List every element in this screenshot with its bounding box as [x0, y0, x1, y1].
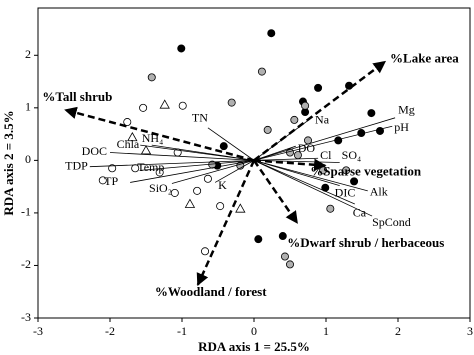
point	[108, 164, 117, 173]
x-tick-label: 3	[467, 324, 473, 338]
env-label: SpCond	[372, 215, 411, 229]
y-tick-label: -1	[21, 205, 31, 219]
vegetation-label: %Woodland / forest	[155, 284, 267, 299]
point	[127, 131, 138, 142]
env-vector	[214, 160, 255, 183]
env-label: SO₄	[342, 148, 362, 162]
env-vector	[253, 125, 393, 161]
env-vector	[253, 145, 296, 161]
env-label: DIC	[335, 185, 356, 199]
y-axis-label: RDA axis 2 = 3.5%	[1, 110, 16, 215]
point	[170, 188, 179, 197]
point	[177, 44, 186, 53]
env-label: Chla	[117, 137, 140, 151]
env-label: K	[218, 178, 227, 192]
point	[278, 232, 287, 241]
x-axis-label: RDA axis 1 = 25.5%	[198, 339, 310, 354]
point	[159, 99, 170, 109]
point	[285, 260, 294, 269]
point	[301, 101, 310, 110]
point	[367, 109, 376, 118]
env-vector	[253, 157, 319, 161]
env-vector	[89, 159, 255, 168]
y-tick-label: 1	[25, 100, 31, 114]
point	[139, 103, 148, 112]
point	[123, 118, 132, 127]
point	[314, 83, 323, 92]
vegetation-label: %Dwarf shrub / herbaceous	[287, 235, 444, 250]
vegetation-label: %Sparse vegetation	[310, 164, 422, 179]
env-vector	[151, 144, 255, 161]
env-label: TP	[104, 174, 118, 188]
env-vector	[140, 159, 255, 171]
point	[235, 203, 246, 213]
point	[254, 235, 263, 244]
vegetation-vector	[253, 158, 327, 172]
point	[98, 176, 107, 185]
point	[216, 202, 225, 211]
env-vector	[109, 152, 255, 161]
env-label: SiO₂	[149, 181, 172, 195]
y-tick-label: 0	[25, 152, 31, 166]
point	[140, 145, 152, 155]
vegetation-label: %Tall shrub	[42, 89, 112, 104]
vegetation-vector	[196, 159, 256, 287]
env-label: Cl	[320, 148, 332, 162]
point	[326, 204, 335, 213]
env-vector	[207, 127, 255, 161]
env-vector	[253, 160, 355, 205]
point	[184, 198, 196, 208]
point	[350, 177, 359, 186]
x-tick-label: 0	[251, 324, 257, 338]
point	[280, 252, 289, 261]
env-label: TDP	[65, 158, 88, 172]
env-label: Alk	[370, 185, 388, 199]
vegetation-vector	[253, 60, 387, 162]
env-label: pH	[394, 120, 409, 134]
point	[201, 247, 210, 256]
point	[219, 142, 228, 151]
point	[290, 115, 299, 124]
env-vector	[130, 159, 255, 183]
x-tick-label: -2	[105, 324, 115, 338]
y-tick-label: -2	[21, 257, 31, 271]
env-label: DO	[298, 141, 316, 155]
point	[267, 29, 276, 38]
env-vector	[171, 159, 255, 184]
x-tick-label: 2	[395, 324, 401, 338]
y-tick-label: 2	[25, 47, 31, 61]
env-vector	[253, 160, 373, 217]
point	[342, 166, 351, 175]
point	[203, 174, 212, 183]
vegetation-vector	[252, 159, 299, 224]
env-label: DOC	[82, 144, 107, 158]
point	[147, 73, 156, 82]
point	[257, 67, 266, 76]
env-vector	[253, 117, 396, 161]
point	[178, 101, 187, 110]
point	[263, 125, 272, 134]
env-label: TN	[192, 111, 208, 125]
env-label: Na	[315, 113, 330, 127]
x-tick-label: -3	[33, 324, 43, 338]
x-tick-label: 1	[323, 324, 329, 338]
env-vector	[253, 159, 368, 192]
env-label: Ca	[353, 206, 367, 220]
vegetation-label: %Lake area	[390, 51, 459, 66]
y-tick-label: -3	[21, 310, 31, 324]
env-label: Mg	[398, 103, 415, 117]
point	[227, 98, 236, 107]
x-tick-label: -1	[177, 324, 187, 338]
point	[193, 186, 202, 195]
env-label: Temp	[137, 160, 164, 174]
